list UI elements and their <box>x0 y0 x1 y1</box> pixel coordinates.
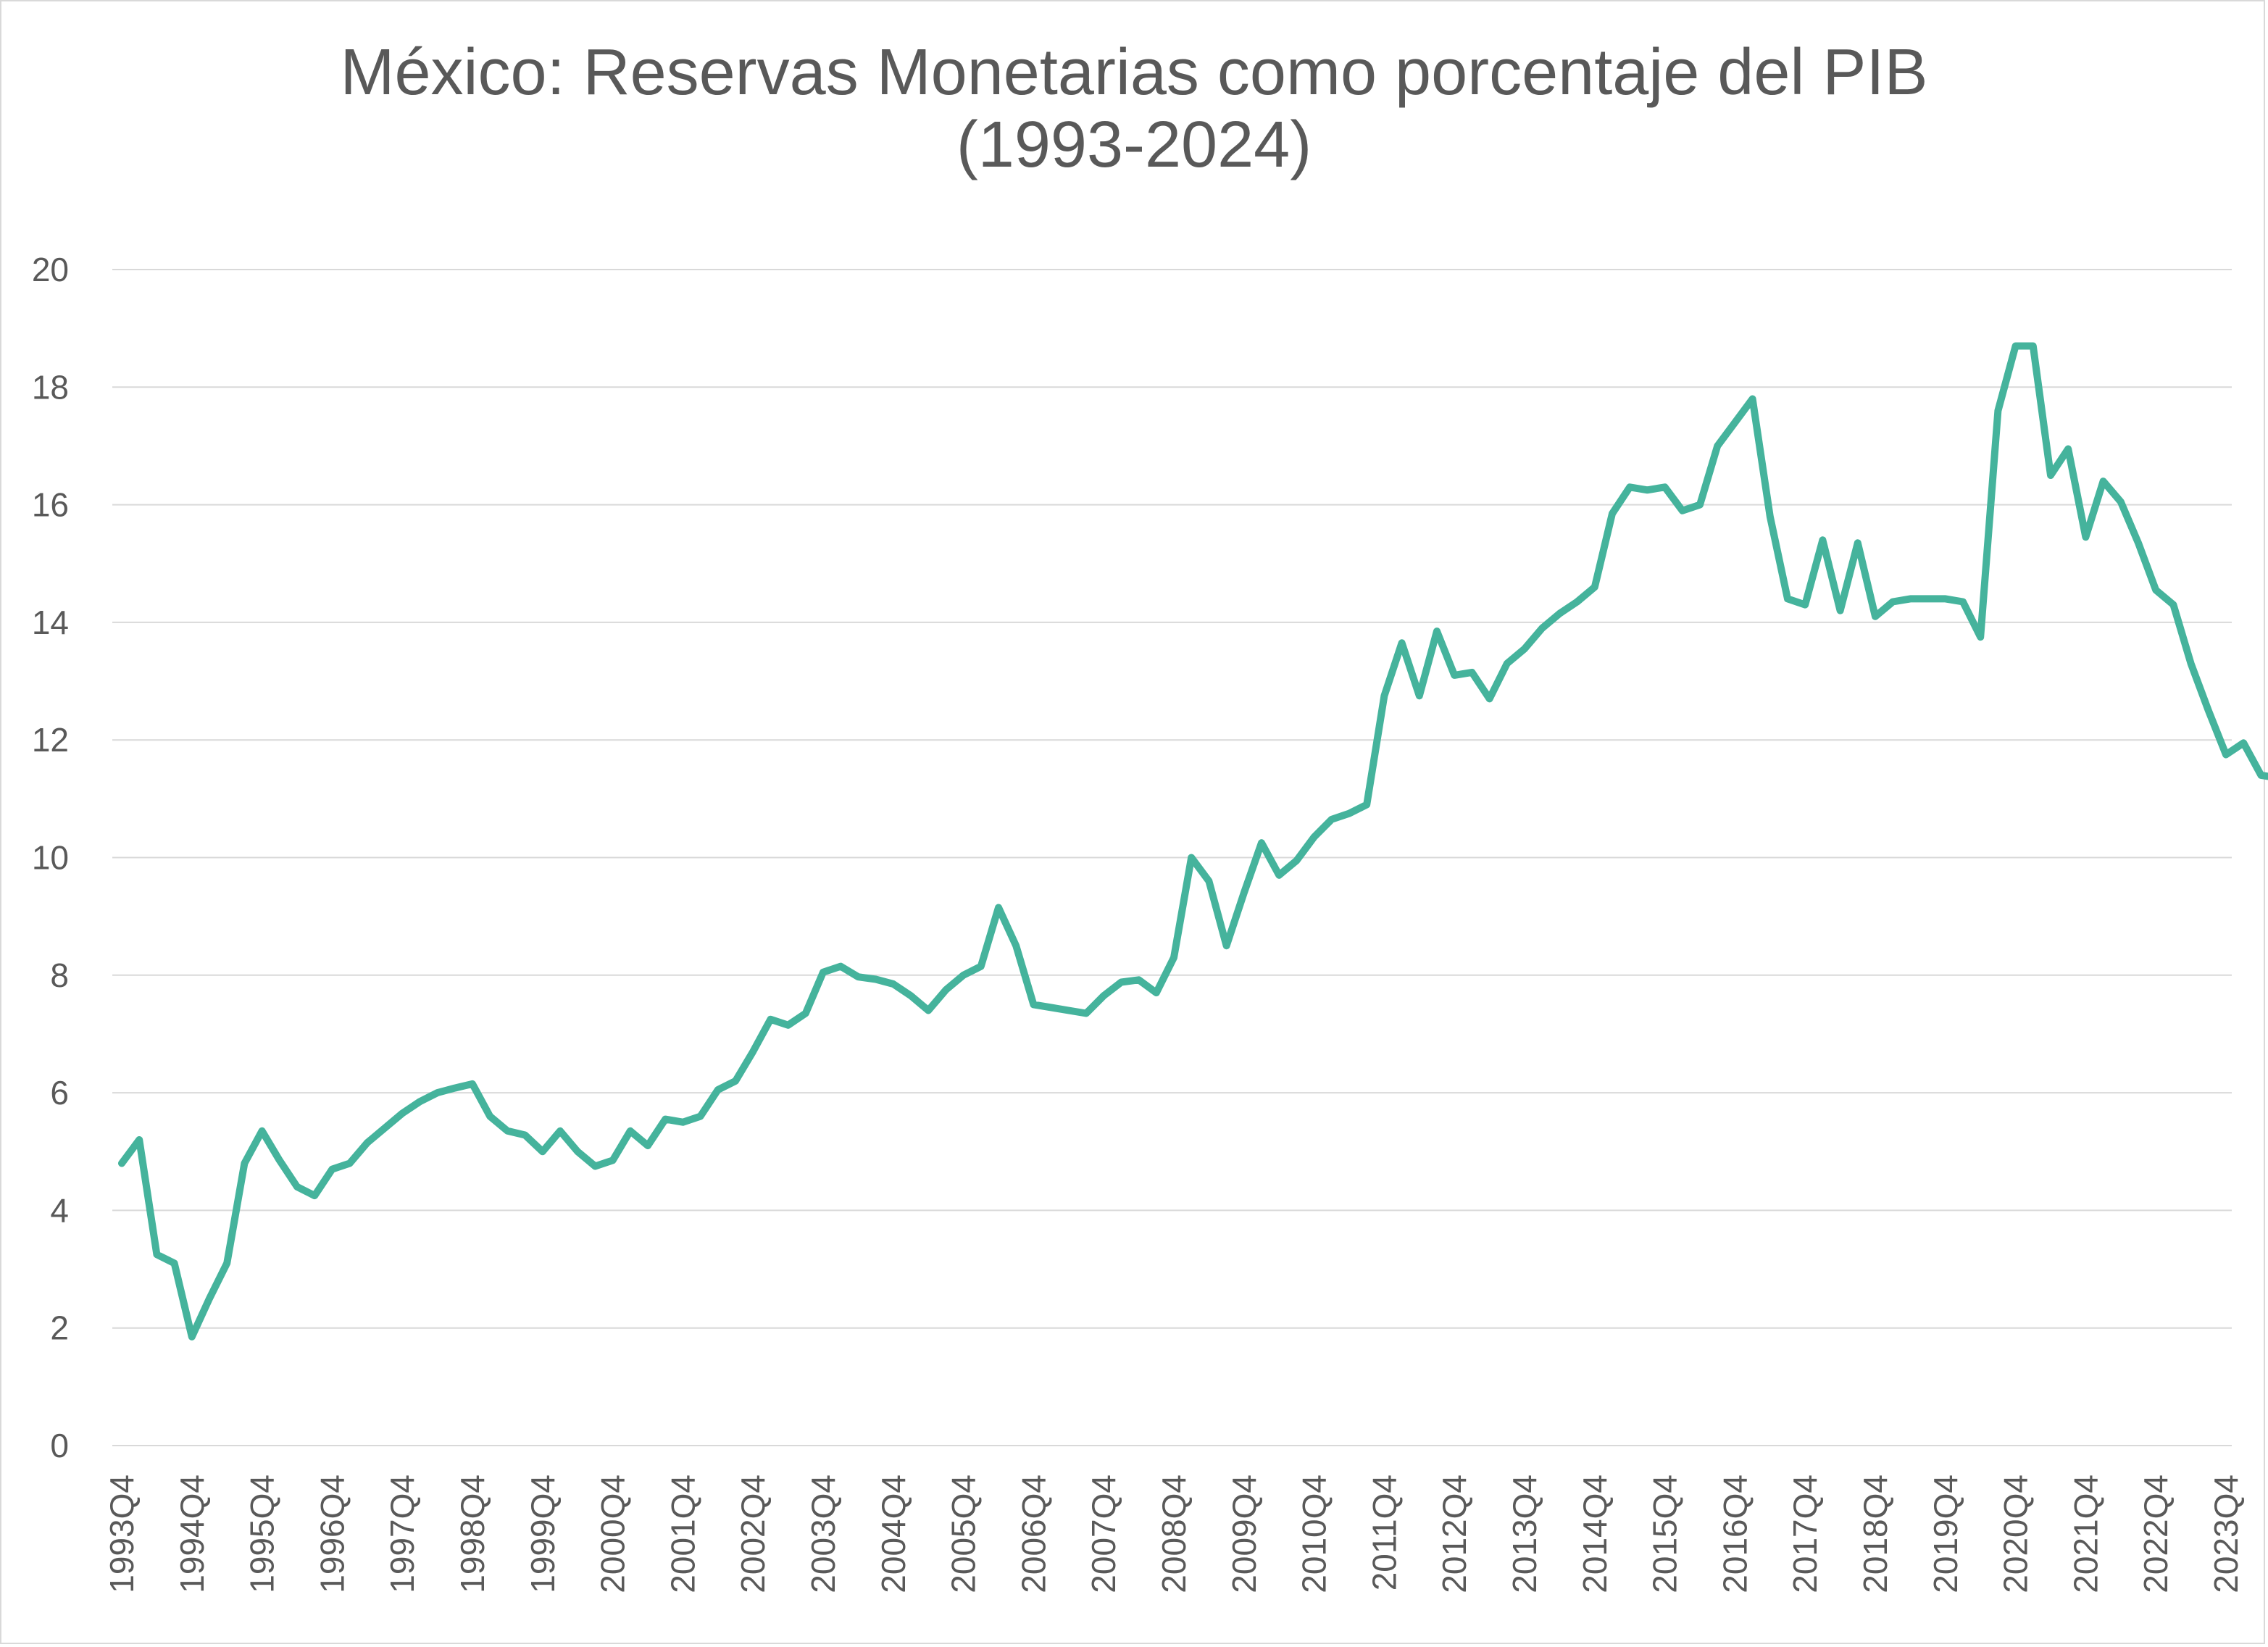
chart-title: México: Reservas Monetarias como porcent… <box>340 36 1928 109</box>
x-tick-label: 2015Q4 <box>1646 1475 1684 1593</box>
x-tick-label: 2010Q4 <box>1296 1475 1333 1593</box>
x-tick-label: 1997Q4 <box>383 1475 421 1593</box>
x-tick-label: 2019Q4 <box>1927 1475 1964 1593</box>
x-tick-label: 2016Q4 <box>1716 1475 1754 1593</box>
x-tick-label: 2003Q4 <box>804 1475 842 1593</box>
y-tick-label: 8 <box>50 956 69 994</box>
x-tick-label: 2021Q4 <box>2067 1475 2104 1593</box>
y-tick-label: 6 <box>50 1074 69 1112</box>
x-tick-label: 1993Q4 <box>103 1475 141 1593</box>
chart-title-block: México: Reservas Monetarias como porcent… <box>0 36 2268 181</box>
x-tick-label: 2011Q4 <box>1365 1475 1403 1590</box>
x-tick-label: 1994Q4 <box>173 1475 211 1593</box>
x-tick-label: 2017Q4 <box>1786 1475 1824 1593</box>
y-tick-label: 2 <box>50 1309 69 1347</box>
x-tick-label: 2006Q4 <box>1014 1475 1052 1593</box>
y-tick-label: 0 <box>50 1427 69 1464</box>
x-tick-label: 2022Q4 <box>2137 1475 2175 1593</box>
x-tick-label: 2023Q4 <box>2207 1475 2245 1593</box>
x-tick-label: 2001Q4 <box>664 1475 701 1593</box>
x-tick-label: 2020Q4 <box>1997 1475 2035 1593</box>
y-axis-ticks: 0 2 4 6 8 10 12 14 16 18 20 <box>32 251 69 1464</box>
x-tick-label: 2008Q4 <box>1155 1475 1193 1593</box>
x-tick-label: 2000Q4 <box>594 1475 632 1593</box>
y-tick-label: 14 <box>32 604 69 641</box>
y-tick-label: 10 <box>32 839 69 877</box>
chart-subtitle: (1993-2024) <box>956 109 1312 181</box>
x-tick-label: 2004Q4 <box>875 1475 912 1593</box>
x-tick-label: 1998Q4 <box>454 1475 491 1593</box>
x-tick-label: 2007Q4 <box>1085 1475 1122 1593</box>
x-tick-label: 2018Q4 <box>1856 1475 1894 1593</box>
series-line-0 <box>118 342 2268 1340</box>
x-tick-label: 2009Q4 <box>1225 1475 1263 1593</box>
x-tick-label: 1996Q4 <box>313 1475 351 1593</box>
y-tick-label: 20 <box>32 251 69 288</box>
x-tick-label: 2005Q4 <box>945 1475 983 1593</box>
series-layer <box>118 342 2268 1340</box>
y-tick-label: 16 <box>32 486 69 524</box>
x-tick-label: 2002Q4 <box>734 1475 772 1593</box>
x-tick-label: 1995Q4 <box>243 1475 281 1593</box>
y-tick-label: 4 <box>50 1191 69 1229</box>
x-tick-label: 2014Q4 <box>1576 1475 1614 1593</box>
x-tick-label: 1999Q4 <box>524 1475 562 1593</box>
x-axis-ticks: 1993Q4 1994Q4 1995Q4 1996Q4 1997Q4 1998Q4 1999… <box>103 1475 2245 1593</box>
x-tick-label: 2013Q4 <box>1506 1475 1543 1593</box>
gridlines <box>112 269 2232 1446</box>
y-tick-label: 18 <box>32 368 69 406</box>
x-tick-label: 2012Q4 <box>1435 1475 1473 1593</box>
y-tick-label: 12 <box>32 721 69 759</box>
